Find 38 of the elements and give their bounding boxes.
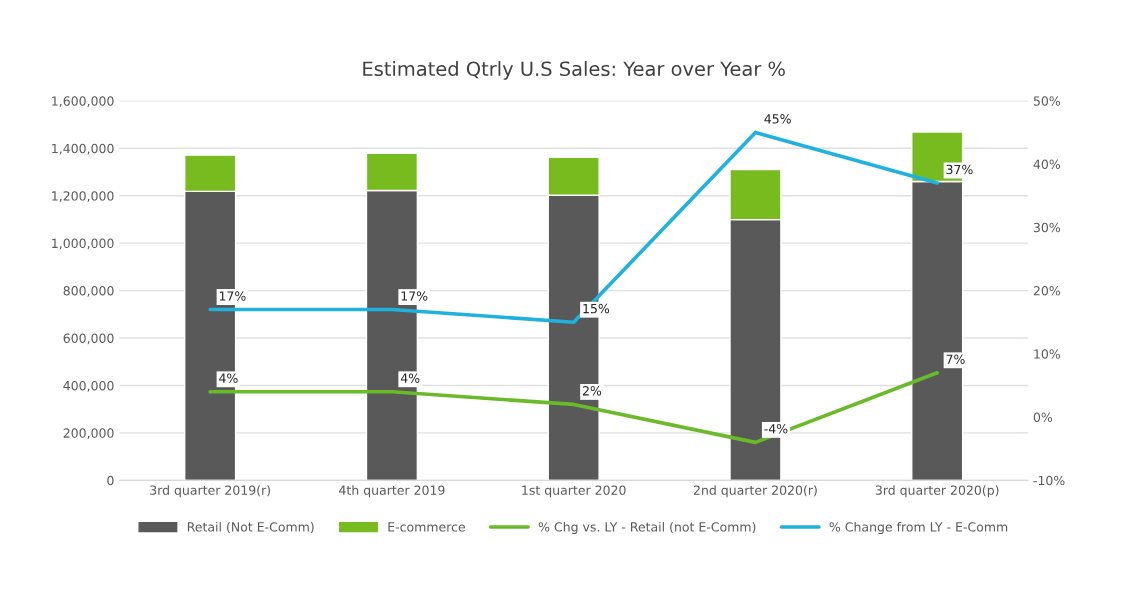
y-tick-label: 800,000 xyxy=(63,286,114,297)
data-label: -4% xyxy=(764,424,788,434)
line-series xyxy=(208,370,940,445)
y2-tick-label: 0% xyxy=(1033,412,1053,422)
y-tick-label: 1,600,000 xyxy=(52,96,114,108)
x-tick-label: 3rd quarter 2019(r) xyxy=(150,485,271,498)
y-tick-label: 600,000 xyxy=(63,333,114,345)
y2-tick-label: 20% xyxy=(1033,286,1061,296)
y2-tick-label: 10% xyxy=(1034,349,1061,359)
y-tick-label: 400,000 xyxy=(63,380,114,392)
line-series xyxy=(208,130,940,325)
y2-tick-label: 30% xyxy=(1033,222,1061,233)
y-tick-label: 0 xyxy=(107,475,114,486)
x-tick-label: 3rd quarter 2020(p) xyxy=(875,485,999,498)
y2-tick-label: 40% xyxy=(1033,159,1061,169)
y-tick-label: 200,000 xyxy=(63,428,114,440)
data-label: 2% xyxy=(582,386,602,396)
data-label: 17% xyxy=(219,291,246,301)
legend-label: % Chg vs. LY - Retail (not E-Comm) xyxy=(538,521,756,535)
data-label: 4% xyxy=(219,373,238,383)
x-tick-label: 2nd quarter 2020(r) xyxy=(693,485,817,498)
x-tick-label: 4th quarter 2019 xyxy=(339,485,445,498)
legend-label: E-commerce xyxy=(388,522,465,532)
legend-label: Retail (Not E-Comm) xyxy=(187,521,314,534)
data-label: 37% xyxy=(946,164,973,175)
data-label: 45% xyxy=(764,114,791,124)
y-tick-label: 1,200,000 xyxy=(52,191,114,202)
data-label: 17% xyxy=(401,291,428,301)
x-tick-label: 1st quarter 2020 xyxy=(522,485,626,498)
data-label: 15% xyxy=(583,303,610,314)
y-tick-label: 1,000,000 xyxy=(52,238,114,250)
data-label: 4% xyxy=(400,373,420,383)
legend-label: % Change from LY - E-Comm xyxy=(829,521,1008,535)
y2-tick-label: -10% xyxy=(1033,475,1065,486)
chart-title: Estimated Qtrly U.S Sales: Year over Year % xyxy=(363,61,785,80)
y-tick-label: 1,400,000 xyxy=(52,143,114,155)
y2-tick-label: 50% xyxy=(1033,96,1061,106)
data-label: 7% xyxy=(946,354,965,364)
